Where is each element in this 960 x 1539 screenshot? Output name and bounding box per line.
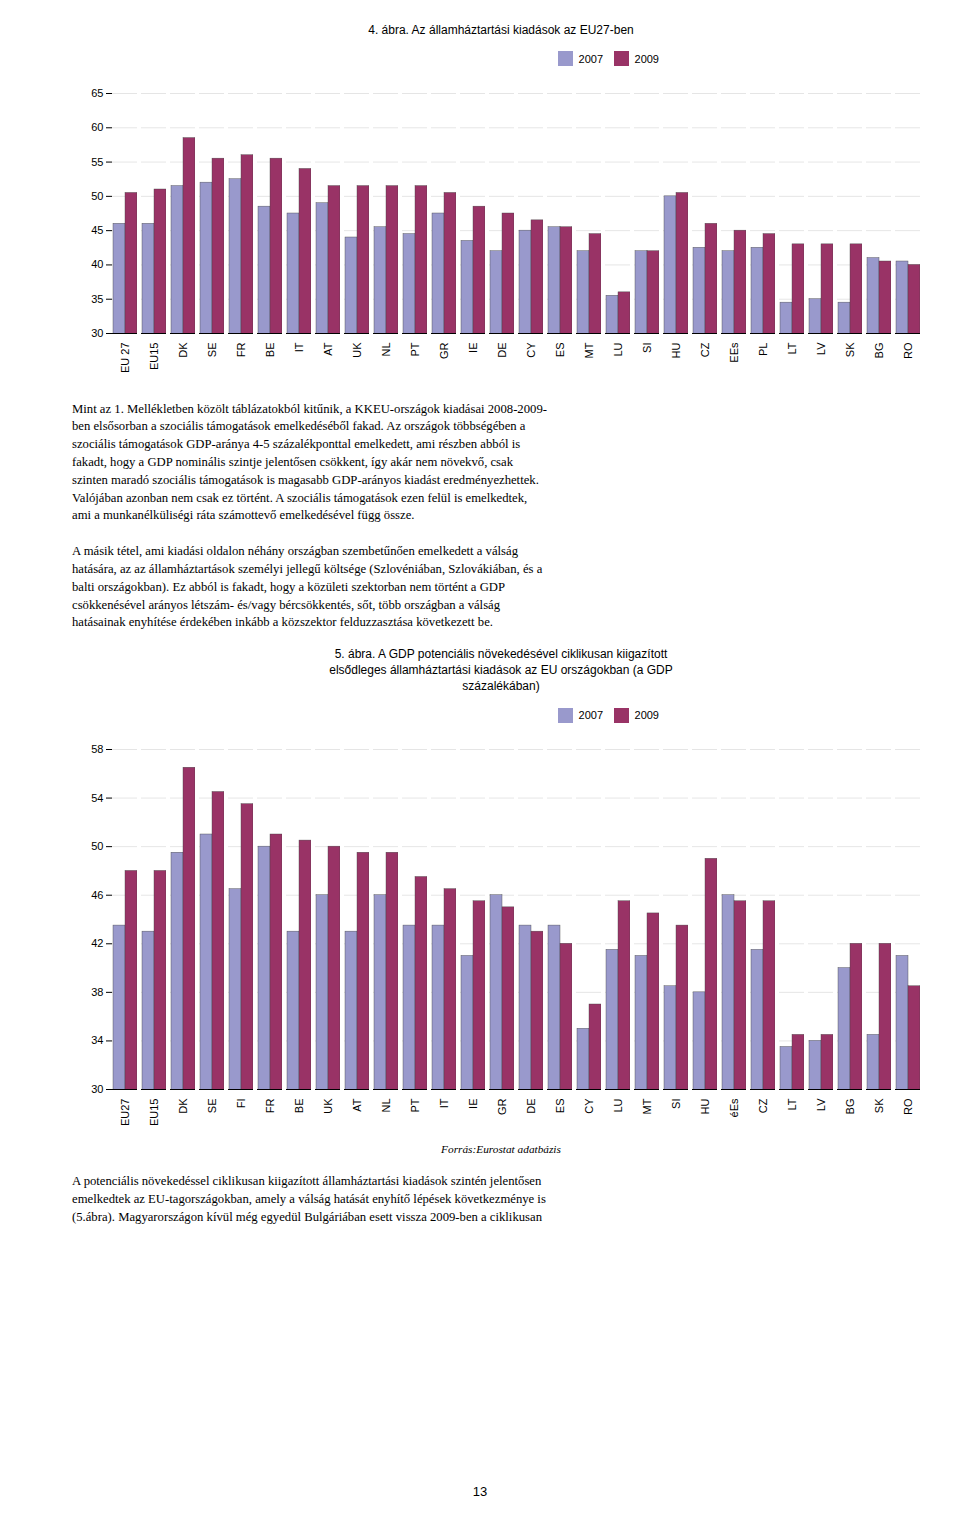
svg-text:GR: GR [438,342,450,359]
svg-text:UK: UK [322,1098,334,1114]
svg-text:HU: HU [699,1099,711,1115]
svg-text:AT: AT [351,1098,363,1112]
svg-text:CZ: CZ [757,1098,769,1113]
svg-text:LU: LU [612,1099,624,1113]
svg-text:35: 35 [91,292,103,304]
svg-text:LU: LU [612,342,624,356]
svg-text:NL: NL [380,342,392,356]
html-text:4. ábra. Az államháztartási ki: 4. ábra. Az államháztartási kiadások az … [368,23,634,37]
svg-text:CY: CY [525,342,537,358]
svg-text:EEs: EEs [728,342,740,363]
svg-text:DK: DK [177,1098,189,1114]
svg-text:54: 54 [91,792,103,804]
svg-text:60: 60 [91,121,103,133]
svg-text:EU15: EU15 [148,1099,160,1127]
svg-text:SI: SI [641,342,653,352]
html-text:5. ábra. A GDP potenciális növ: 5. ábra. A GDP potenciális növekedésével… [329,647,673,694]
svg-text:30: 30 [91,327,103,339]
svg-text:55: 55 [91,155,103,167]
html-text:2009: 2009 [634,52,659,65]
svg-text:PT: PT [409,1098,421,1112]
svg-text:DE: DE [525,1099,537,1114]
svg-text:HU: HU [670,342,682,358]
svg-text:MT: MT [583,342,595,358]
svg-text:SE: SE [206,342,218,357]
svg-text:SI: SI [670,1099,682,1109]
svg-text:SK: SK [873,1098,885,1113]
html-text:2007: 2007 [578,52,603,65]
svg-text:GR: GR [496,1099,508,1116]
svg-text:SE: SE [206,1099,218,1114]
svg-text:PT: PT [409,342,421,356]
svg-text:IE: IE [467,1099,479,1109]
svg-text:NL: NL [380,1099,392,1113]
svg-text:BG: BG [844,1099,856,1115]
svg-text:RO: RO [902,1098,914,1115]
svg-text:RO: RO [902,342,914,359]
svg-text:UK: UK [351,342,363,358]
svg-text:38: 38 [91,986,103,998]
svg-text:LV: LV [815,1098,827,1111]
svg-text:LT: LT [786,342,798,354]
svg-text:BE: BE [264,342,276,357]
svg-text:ES: ES [554,1099,566,1114]
svg-text:34: 34 [91,1035,103,1047]
svg-text:DE: DE [496,342,508,357]
svg-text:DK: DK [177,342,189,358]
svg-text:EU27: EU27 [119,1099,131,1127]
html-text:2009: 2009 [634,709,659,722]
html-text:13: 13 [472,1484,488,1499]
svg-text:50: 50 [91,840,103,852]
svg-text:LT: LT [786,1098,798,1110]
svg-text:MT: MT [641,1098,653,1114]
svg-text:ES: ES [554,342,566,357]
svg-text:65: 65 [91,87,103,99]
svg-text:FR: FR [235,342,247,357]
html-text:Forrás:Eurostat adatbázis: Forrás:Eurostat adatbázis [441,1143,561,1156]
svg-text:IT: IT [293,342,305,352]
svg-text:EU 27: EU 27 [119,342,131,373]
svg-text:BG: BG [873,342,885,358]
svg-text:FR: FR [264,1099,276,1114]
svg-text:éEs: éEs [728,1098,740,1117]
svg-text:40: 40 [91,258,103,270]
svg-text:CY: CY [583,1098,595,1114]
svg-text:42: 42 [91,937,103,949]
svg-text:EU15: EU15 [148,342,160,370]
svg-text:BE: BE [293,1099,305,1114]
html-text:A potenciális növekedéssel cik: A potenciális növekedéssel ciklikusan ki… [72,1174,546,1224]
svg-text:CZ: CZ [699,342,711,357]
html-text:2007: 2007 [578,709,603,722]
svg-text:IE: IE [467,342,479,352]
svg-text:50: 50 [91,190,103,202]
svg-text:IT: IT [438,1098,450,1108]
svg-text:AT: AT [322,342,334,356]
svg-text:45: 45 [91,224,103,236]
svg-text:46: 46 [91,889,103,901]
svg-text:PL: PL [757,342,769,355]
svg-text:30: 30 [91,1083,103,1095]
svg-text:LV: LV [815,342,827,355]
html-text:Mint az 1. Mellékletben közölt: Mint az 1. Mellékletben közölt táblázato… [72,401,547,523]
html-text:A másik tétel, ami kiadási old: A másik tétel, ami kiadási oldalon néhán… [72,544,543,630]
svg-text:58: 58 [91,743,103,755]
svg-text:SK: SK [844,342,856,357]
svg-text:FI: FI [235,1099,247,1109]
